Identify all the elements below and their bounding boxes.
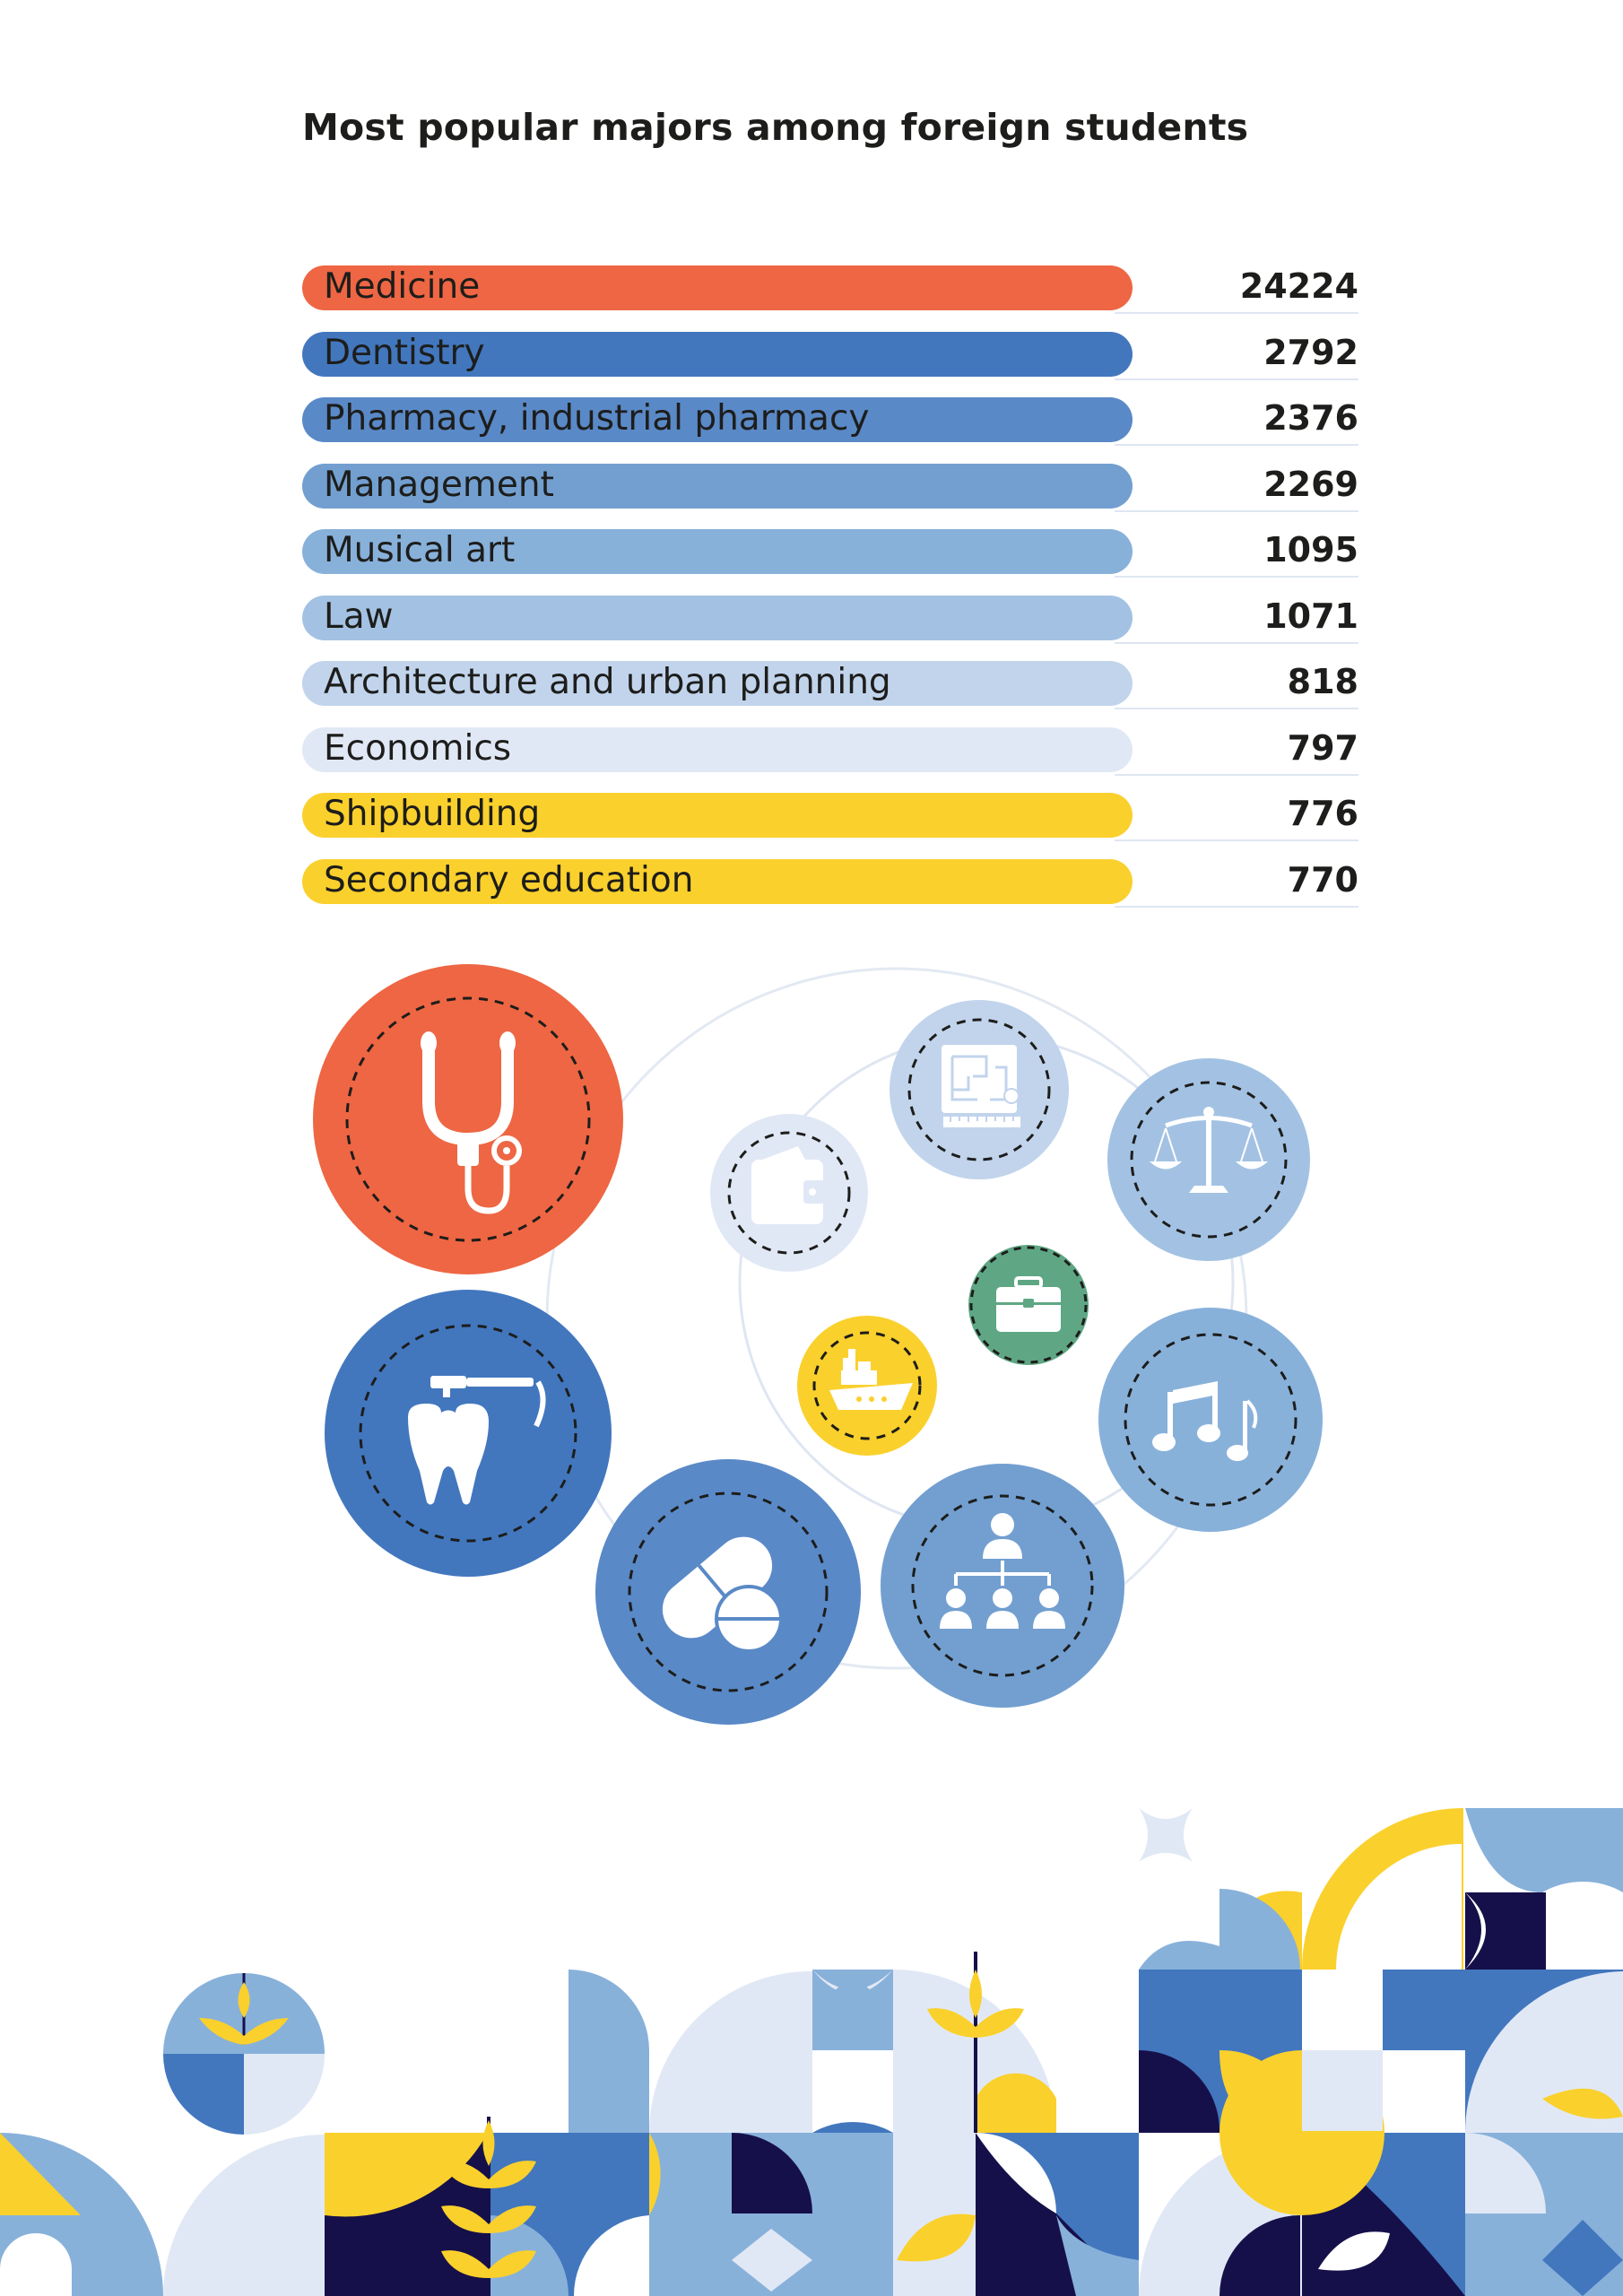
bar-value: 1071 <box>1263 596 1358 636</box>
row-divider <box>1115 312 1358 314</box>
row-divider <box>1115 641 1358 644</box>
bar-label: Dentistry <box>324 332 485 373</box>
bar-label: Architecture and urban planning <box>324 662 891 702</box>
chart-title: Most popular majors among foreign studen… <box>302 106 1249 149</box>
bar <box>302 793 1133 838</box>
pattern-top-right <box>1139 1808 1623 1970</box>
bar-value: 24224 <box>1239 266 1358 306</box>
row-divider <box>1115 444 1358 446</box>
bar-label: Law <box>324 596 394 637</box>
bar-label: Secondary education <box>324 859 694 900</box>
bar-label: Management <box>324 464 554 505</box>
wheat-stalk <box>441 2117 536 2296</box>
bar-value: 2792 <box>1263 332 1358 372</box>
bar <box>302 331 1133 377</box>
bar-value: 818 <box>1287 662 1358 701</box>
bar-chart: Medicine 24224 Dentistry 2792 Pharmacy, indu… <box>0 0 1623 933</box>
org-chart-icon <box>881 1464 1124 1708</box>
row-divider <box>1115 576 1358 578</box>
decorative-pattern <box>0 1808 1623 2296</box>
tooth-icon <box>325 1290 612 1577</box>
bar <box>302 595 1133 640</box>
wallet-icon <box>710 1114 868 1272</box>
bar-value: 1095 <box>1263 530 1358 570</box>
bar <box>302 529 1133 574</box>
bar-value: 776 <box>1287 794 1358 833</box>
bar-label: Pharmacy, industrial pharmacy <box>324 398 870 439</box>
bar <box>302 265 1133 310</box>
scales-icon <box>1107 1058 1310 1261</box>
music-notes-icon <box>1098 1308 1323 1532</box>
majors-icons <box>313 964 1323 1725</box>
bar-label: Economics <box>324 727 512 769</box>
row-divider <box>1115 905 1358 908</box>
plant-medallion <box>163 1973 325 2135</box>
bar <box>302 463 1133 509</box>
ship-icon <box>797 1316 937 1456</box>
bar-value: 770 <box>1287 859 1358 900</box>
bar-value: 2269 <box>1263 464 1358 504</box>
row-divider <box>1115 773 1358 776</box>
bar-label: Musical art <box>324 530 516 570</box>
row-divider <box>1115 839 1358 841</box>
bar-label: Shipbuilding <box>324 794 541 834</box>
stethoscope-icon <box>313 964 623 1274</box>
pills-icon <box>595 1459 861 1725</box>
row-divider <box>1115 378 1358 380</box>
row-divider <box>1115 509 1358 512</box>
bar-label: Medicine <box>324 266 481 307</box>
pattern-tiles <box>0 2133 1623 2296</box>
row-divider <box>1115 708 1358 709</box>
bar <box>302 397 1133 442</box>
blueprint-icon <box>890 1000 1069 1179</box>
bar <box>302 661 1133 706</box>
briefcase-icon <box>968 1245 1089 1365</box>
center-plant <box>927 1952 1024 2133</box>
bar <box>302 858 1133 904</box>
bar-value: 2376 <box>1263 398 1358 438</box>
bar-value: 797 <box>1287 727 1358 768</box>
bar <box>302 726 1133 772</box>
